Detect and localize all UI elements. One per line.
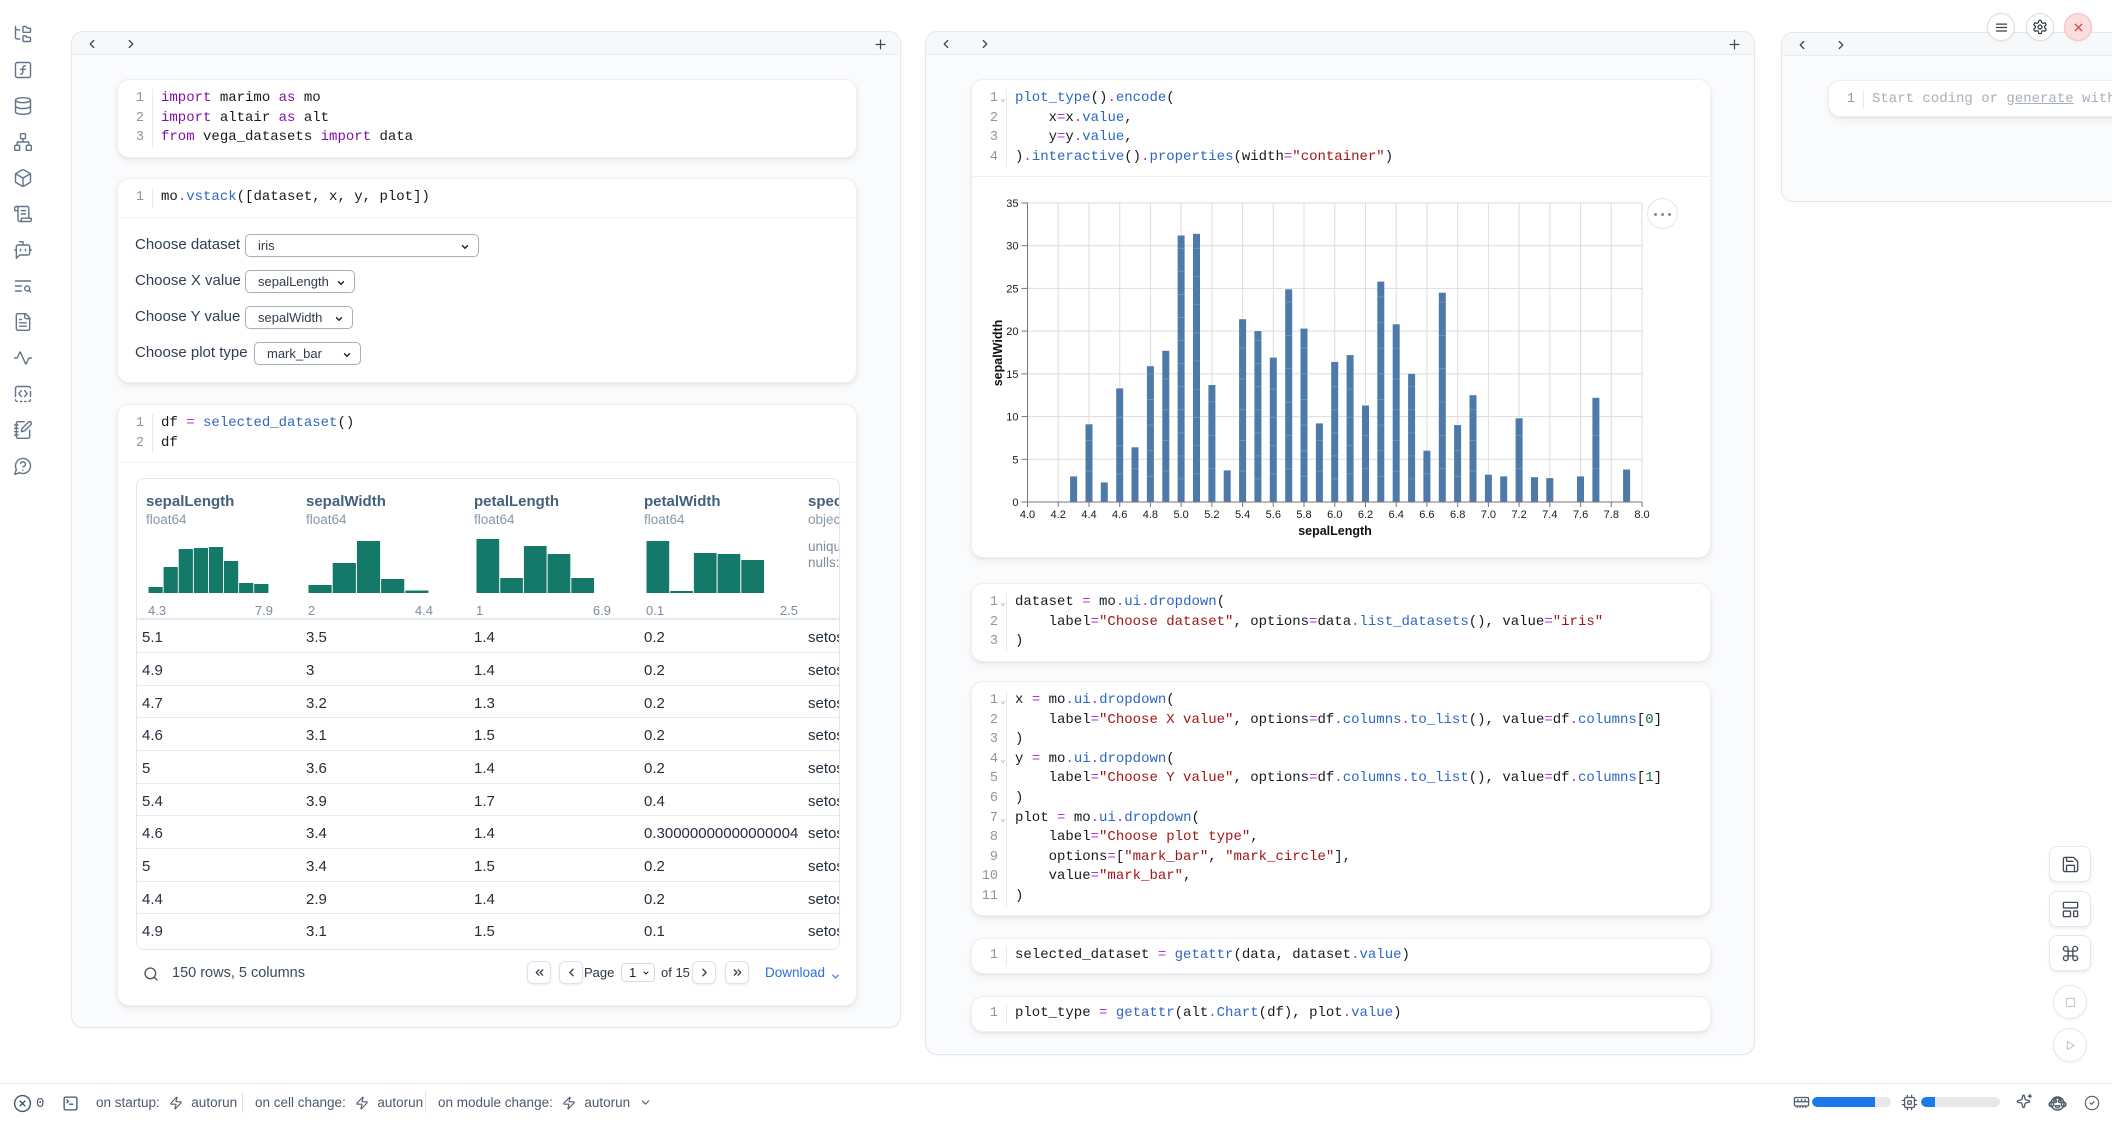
svg-text:7.4: 7.4 (1542, 509, 1557, 521)
svg-text:5.4: 5.4 (1235, 509, 1250, 521)
svg-text:7.2: 7.2 (1511, 509, 1526, 521)
svg-text:6.2: 6.2 (1358, 509, 1373, 521)
svg-text:7.8: 7.8 (1604, 509, 1619, 521)
svg-text:30: 30 (1006, 241, 1018, 253)
svg-text:35: 35 (1006, 198, 1018, 210)
svg-text:5.2: 5.2 (1204, 509, 1219, 521)
svg-text:20: 20 (1006, 326, 1018, 338)
svg-text:15: 15 (1006, 369, 1018, 381)
svg-text:5.6: 5.6 (1266, 509, 1281, 521)
svg-text:6.8: 6.8 (1450, 509, 1465, 521)
svg-text:8.0: 8.0 (1634, 509, 1649, 521)
svg-text:5.8: 5.8 (1296, 509, 1311, 521)
svg-text:25: 25 (1006, 284, 1018, 296)
svg-text:4.8: 4.8 (1143, 509, 1158, 521)
svg-text:0: 0 (1012, 497, 1018, 509)
svg-text:5.0: 5.0 (1173, 509, 1188, 521)
svg-text:4.0: 4.0 (1020, 509, 1035, 521)
svg-text:sepalWidth: sepalWidth (991, 320, 1005, 387)
svg-text:6.6: 6.6 (1419, 509, 1434, 521)
svg-text:sepalLength: sepalLength (1298, 524, 1372, 538)
svg-text:4.2: 4.2 (1051, 509, 1066, 521)
svg-text:7.6: 7.6 (1573, 509, 1588, 521)
svg-text:5: 5 (1012, 455, 1018, 467)
svg-text:4.4: 4.4 (1081, 509, 1096, 521)
svg-text:7.0: 7.0 (1481, 509, 1496, 521)
svg-text:6.4: 6.4 (1389, 509, 1404, 521)
svg-text:4.6: 4.6 (1112, 509, 1127, 521)
svg-text:10: 10 (1006, 412, 1018, 424)
svg-text:6.0: 6.0 (1327, 509, 1342, 521)
